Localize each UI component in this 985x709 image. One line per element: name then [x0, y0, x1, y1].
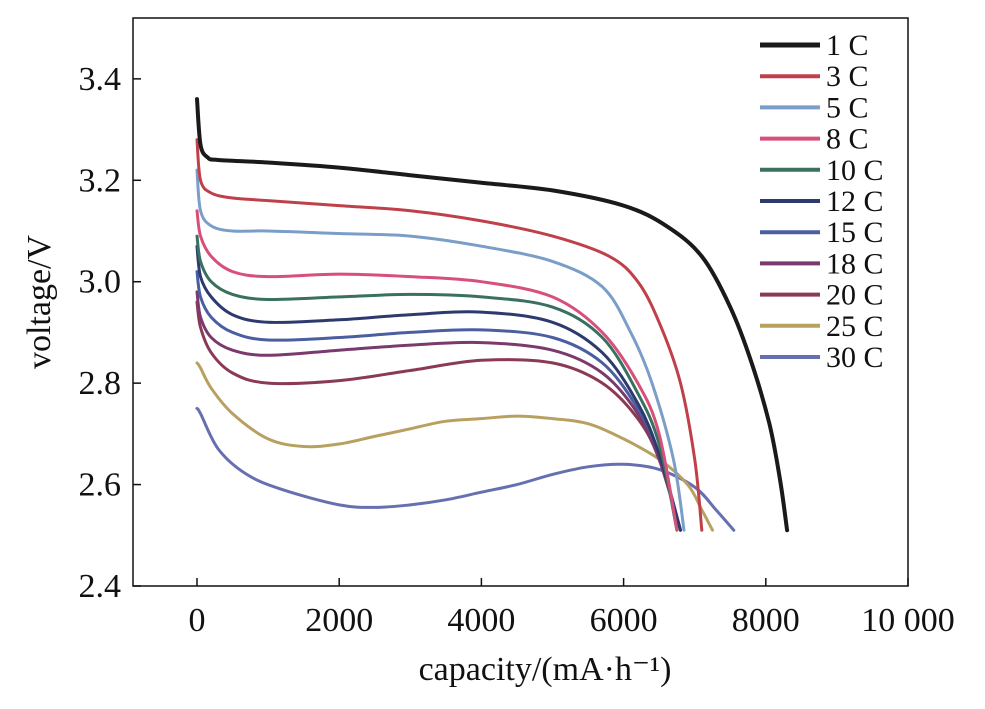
series-line-0 — [195, 97, 790, 533]
y-axis-title: voltage/V — [21, 235, 58, 370]
x-tick-label-1: 2000 — [305, 602, 373, 639]
legend-label-10: 30 C — [826, 341, 884, 374]
plot-frame — [132, 17, 909, 587]
y-tick-label-0: 2.4 — [79, 568, 122, 605]
legend-label-0: 1 C — [826, 29, 869, 62]
legend-label-5: 12 C — [826, 185, 884, 218]
series-line-8 — [195, 300, 682, 532]
x-tick-label-0: 0 — [188, 602, 205, 639]
series-line-6 — [195, 270, 682, 532]
legend-label-7: 18 C — [826, 247, 884, 280]
x-tick-label-5: 10 000 — [861, 602, 955, 639]
y-tick-label-1: 2.6 — [79, 467, 122, 504]
series-line-5 — [195, 244, 682, 532]
legend-label-6: 15 C — [826, 216, 884, 249]
y-tick-label-4: 3.2 — [79, 162, 122, 199]
legend-label-2: 5 C — [826, 91, 869, 124]
x-axis-title: capacity/(mA·h⁻¹) — [419, 651, 672, 688]
y-tick-label-5: 3.4 — [79, 61, 122, 98]
x-tick-label-2: 4000 — [447, 602, 515, 639]
axis-tick-labels: 0 2000 4000 6000 8000 10 000 2.4 2.6 2.8 3.0 3.2 3.… — [79, 61, 955, 639]
y-tick-label-3: 3.0 — [79, 264, 122, 301]
legend-label-4: 10 C — [826, 154, 884, 187]
axis-ticks — [133, 78, 909, 587]
x-tick-label-4: 8000 — [732, 602, 800, 639]
series-lines — [195, 97, 790, 533]
legend-label-8: 20 C — [826, 279, 884, 312]
series-line-1 — [195, 138, 704, 532]
legend-label-9: 25 C — [826, 310, 884, 343]
legend-label-3: 8 C — [826, 123, 869, 156]
y-tick-label-2: 2.8 — [79, 365, 122, 402]
series-line-7 — [195, 290, 682, 532]
series-line-4 — [195, 234, 679, 532]
series-line-3 — [195, 209, 679, 532]
series-line-2 — [195, 168, 686, 532]
legend: 1 C3 C5 C8 C10 C12 C15 C18 C20 C25 C30 C — [760, 29, 884, 374]
legend-label-1: 3 C — [826, 60, 869, 93]
x-tick-label-3: 6000 — [590, 602, 658, 639]
